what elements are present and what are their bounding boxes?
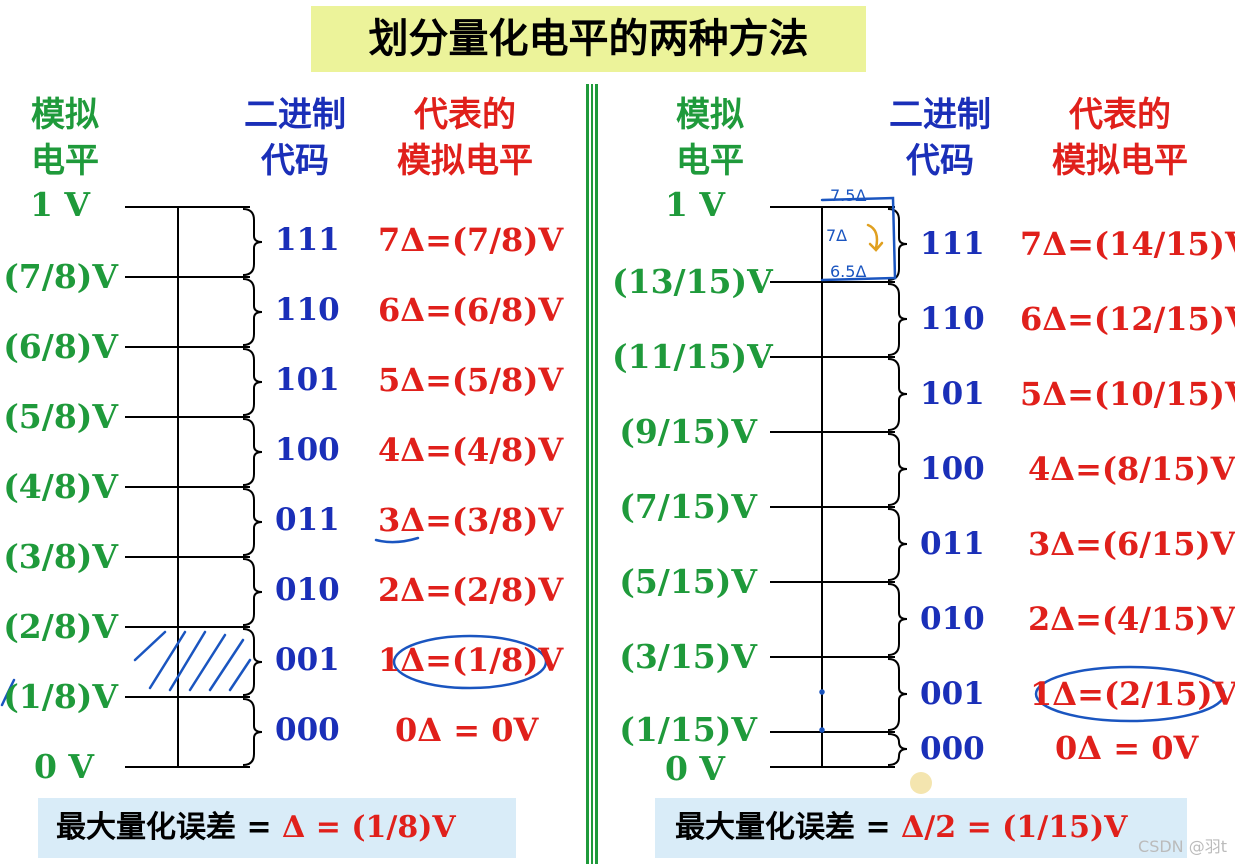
right-level: (7/15)V (619, 487, 757, 526)
center-divider-inner (591, 84, 593, 864)
right-code: 000 (920, 731, 985, 767)
left-code: 110 (275, 292, 340, 328)
left-represented: 6Δ=(6/8)V (378, 291, 564, 329)
right-code: 001 (920, 676, 985, 712)
right-max-error-label: 最大量化误差 = (675, 810, 902, 845)
right-represented: 0Δ = 0V (1055, 729, 1199, 767)
left-code: 101 (275, 362, 340, 398)
right-level: (11/15)V (612, 337, 773, 376)
right-represented: 6Δ=(12/15)V (1020, 300, 1235, 338)
left-max-error-box: 最大量化误差 = Δ = (1/8)V (38, 798, 516, 858)
left-header-analog: 模拟 电平 (31, 95, 99, 181)
right-code: 011 (920, 526, 985, 562)
left-code: 100 (275, 432, 340, 468)
annotation-7-5delta: 7.5Δ (830, 186, 867, 205)
left-level: (2/8)V (3, 607, 118, 646)
right-max-error-box: 最大量化误差 = Δ/2 = (1/15)V (655, 798, 1187, 858)
right-max-error: 最大量化误差 = Δ/2 = (1/15)V (655, 798, 1187, 858)
left-represented: 0Δ = 0V (395, 711, 539, 749)
right-code: 111 (920, 226, 985, 262)
right-level: 0 V (664, 749, 726, 788)
left-represented: 1Δ=(1/8)V (378, 641, 564, 679)
left-level: (3/8)V (3, 537, 118, 576)
right-level: (3/15)V (619, 637, 757, 676)
left-level: (4/8)V (3, 467, 118, 506)
right-max-error-value: Δ/2 = (1/15)V (901, 810, 1128, 845)
left-code: 011 (275, 502, 340, 538)
left-represented: 7Δ=(7/8)V (378, 221, 564, 259)
left-represented: 2Δ=(2/8)V (378, 571, 564, 609)
right-code: 100 (920, 451, 985, 487)
left-represented: 4Δ=(4/8)V (378, 431, 564, 469)
page-title: 划分量化电平的两种方法 (368, 16, 809, 62)
left-level: (5/8)V (3, 397, 118, 436)
right-header-analog: 模拟 电平 (676, 95, 744, 181)
right-level: (5/15)V (619, 562, 757, 601)
right-code: 010 (920, 601, 985, 637)
left-level: 1 V (29, 185, 91, 224)
left-max-error: 最大量化误差 = Δ = (1/8)V (38, 798, 516, 858)
left-level: (7/8)V (3, 257, 118, 296)
right-level: (9/15)V (619, 412, 757, 451)
left-max-error-value: Δ = (1/8)V (282, 810, 456, 845)
left-header-binary: 二进制 代码 (244, 95, 346, 181)
left-level: (6/8)V (3, 327, 118, 366)
right-represented: 3Δ=(6/15)V (1028, 525, 1235, 563)
right-represented: 5Δ=(10/15)V (1020, 375, 1235, 413)
right-level: 1 V (664, 185, 726, 224)
cursor-icon (910, 772, 932, 794)
right-represented: 1Δ=(2/15)V (1030, 675, 1235, 713)
left-max-error-label: 最大量化误差 = (56, 810, 283, 845)
right-level: (1/15)V (619, 710, 757, 749)
left-represented: 5Δ=(5/8)V (378, 361, 564, 399)
annotation-7delta: 7Δ (826, 226, 848, 245)
right-header-represent: 代表的 模拟电平 (1052, 95, 1188, 181)
left-level: 0 V (33, 747, 95, 786)
right-code: 101 (920, 376, 985, 412)
right-code: 110 (920, 301, 985, 337)
right-header-binary: 二进制 代码 (889, 95, 991, 181)
center-divider (586, 84, 598, 864)
left-level: (1/8)V (3, 677, 118, 716)
left-code: 001 (275, 642, 340, 678)
right-represented: 7Δ=(14/15)V (1020, 225, 1235, 263)
title-banner: 划分量化电平的两种方法 (311, 6, 866, 72)
left-header-represent: 代表的 模拟电平 (397, 95, 533, 181)
handwritten-marks (0, 196, 1226, 733)
right-represented: 2Δ=(4/15)V (1028, 600, 1235, 638)
left-code: 000 (275, 712, 340, 748)
watermark: CSDN @羽t (1138, 837, 1227, 856)
annotation-6-5delta: 6.5Δ (830, 262, 867, 281)
left-code: 010 (275, 572, 340, 608)
left-code: 111 (275, 222, 340, 258)
right-represented: 4Δ=(8/15)V (1028, 450, 1235, 488)
left-represented: 3Δ=(3/8)V (378, 501, 564, 539)
right-level: (13/15)V (612, 262, 773, 301)
